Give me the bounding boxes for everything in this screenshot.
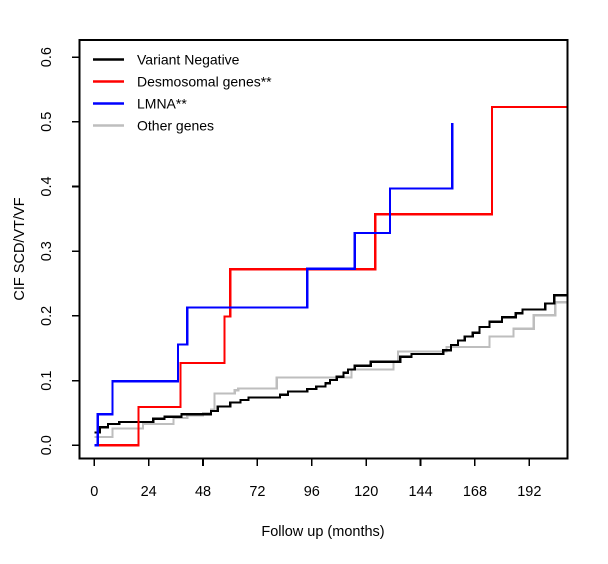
axes: 0 24 48 72 96 120 144 168 192 0.0 0.1 0.2 0.3 0.4 0.5 0… [39, 47, 541, 500]
x-tick-label: 0 [90, 484, 98, 500]
x-axis-label: Follow up (months) [261, 524, 384, 540]
x-tick-label: 192 [517, 484, 541, 500]
plot-border [78, 39, 569, 460]
y-tick-label: 0.1 [39, 371, 55, 391]
legend-item: Variant Negative [93, 52, 240, 68]
curve-desmosomal-genes [94, 105, 567, 447]
legend: Variant Negative Desmosomal genes** LMNA**… [93, 52, 272, 134]
legend-label: Desmosomal genes** [137, 74, 272, 90]
legend-label: LMNA** [137, 96, 187, 112]
legend-item: LMNA** [93, 96, 187, 112]
legend-item: Other genes [93, 118, 214, 134]
y-tick-label: 0.0 [39, 435, 55, 455]
legend-label: Variant Negative [137, 52, 240, 68]
x-tick-label: 48 [195, 484, 211, 500]
curves [94, 105, 567, 447]
x-tick-label: 120 [354, 484, 378, 500]
curve-variant-negative [94, 294, 567, 434]
y-tick-label: 0.2 [39, 306, 55, 326]
legend-label: Other genes [137, 118, 214, 134]
y-tick-label: 0.5 [39, 112, 55, 132]
y-tick-label: 0.4 [39, 176, 55, 196]
plot-box [78, 39, 569, 460]
x-tick-label: 96 [304, 484, 320, 500]
y-axis-label: CIF SCD/VT/VF [12, 197, 28, 300]
legend-item: Desmosomal genes** [93, 74, 272, 90]
curve-lmna [94, 123, 454, 447]
curve-other-genes [94, 301, 567, 438]
y-tick-label: 0.3 [39, 241, 55, 261]
x-tick-label: 144 [408, 484, 432, 500]
x-tick-label: 168 [463, 484, 487, 500]
x-tick-label: 24 [141, 484, 157, 500]
y-tick-label: 0.6 [39, 47, 55, 67]
x-tick-label: 72 [249, 484, 265, 500]
